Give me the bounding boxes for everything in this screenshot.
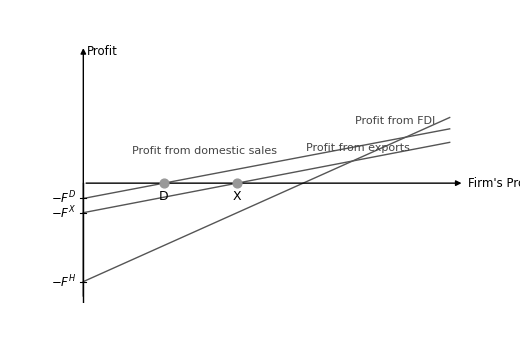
Text: Profit from domestic sales: Profit from domestic sales (132, 146, 277, 155)
Text: Profit from exports: Profit from exports (306, 144, 410, 153)
Text: Firm's Productivity: Firm's Productivity (468, 177, 520, 190)
Point (160, 180, 168, 186)
Text: X: X (233, 190, 241, 203)
Text: Profit: Profit (87, 45, 118, 58)
Text: $-F^{D}$: $-F^{D}$ (50, 190, 76, 207)
Point (233, 180, 241, 186)
Text: $-F^{H}$: $-F^{H}$ (50, 273, 76, 290)
Text: Profit from FDI: Profit from FDI (355, 116, 435, 126)
Text: D: D (159, 190, 168, 203)
Text: $-F^{X}$: $-F^{X}$ (51, 204, 76, 221)
